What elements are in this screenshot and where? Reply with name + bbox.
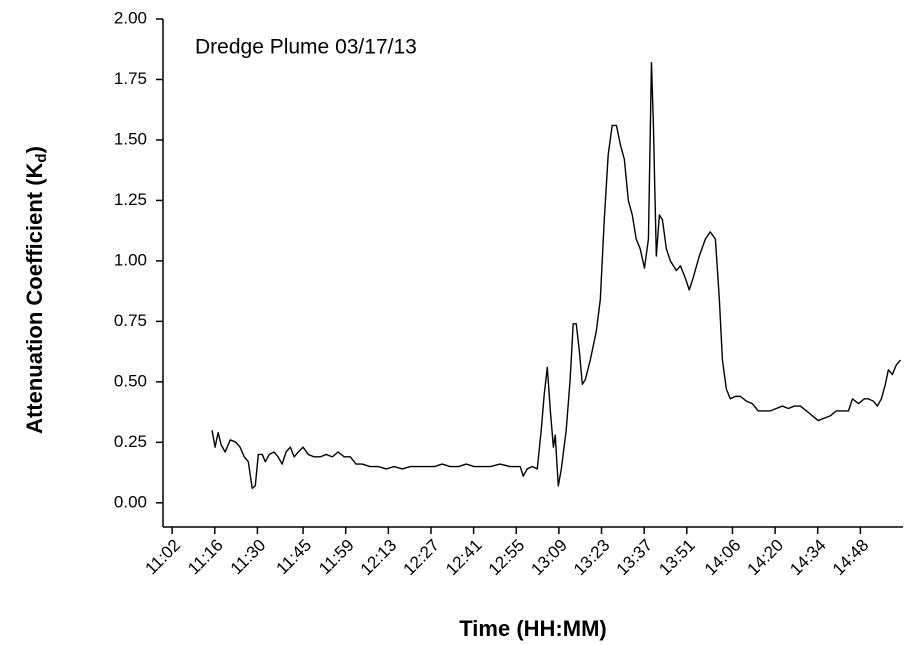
y-tick-label: 2.00 — [114, 8, 147, 27]
y-tick-label: 0.00 — [114, 492, 147, 511]
x-tick-label: 13:37 — [613, 536, 657, 580]
y-tick-label: 1.75 — [114, 69, 147, 88]
y-tick-label: 1.00 — [114, 250, 147, 269]
x-tick-label: 13:23 — [570, 536, 614, 580]
x-tick-label: 11:30 — [227, 536, 270, 579]
y-axis-title-main: Attenuation Coefficient (K — [22, 162, 47, 433]
x-tick-label: 11:59 — [315, 536, 358, 579]
x-tick-label: 12:41 — [442, 536, 486, 580]
data-line — [211, 61, 902, 489]
x-axis-title: Time (HH:MM) — [459, 616, 606, 641]
y-axis-title-end: ) — [22, 146, 47, 153]
x-tick-label: 14:48 — [829, 536, 873, 580]
x-tick-label: 13:51 — [655, 536, 699, 580]
y-axis-title-sub: d — [33, 153, 50, 162]
x-tick-label: 11:02 — [142, 536, 185, 579]
x-tick-label: 11:16 — [184, 536, 227, 579]
y-tick-label: 0.50 — [114, 371, 147, 390]
y-tick-label: 0.25 — [114, 432, 147, 451]
y-tick-label: 0.75 — [114, 311, 147, 330]
x-tick-label: 12:27 — [399, 536, 443, 580]
x-tick-label: 12:13 — [357, 536, 401, 580]
x-tick-label: 11:45 — [272, 536, 315, 579]
y-tick-label: 1.50 — [114, 129, 147, 148]
y-axis-title: Attenuation Coefficient (Kd) — [22, 146, 50, 434]
x-tick-label: 12:55 — [485, 536, 529, 580]
x-tick-label: 13:09 — [527, 536, 571, 580]
y-tick-label: 1.25 — [114, 190, 147, 209]
x-tick-label: 14:20 — [744, 536, 788, 580]
x-tick-label: 14:06 — [701, 536, 745, 580]
x-tick-label: 14:34 — [786, 536, 830, 580]
annotation: Dredge Plume 03/17/13 — [195, 36, 417, 59]
